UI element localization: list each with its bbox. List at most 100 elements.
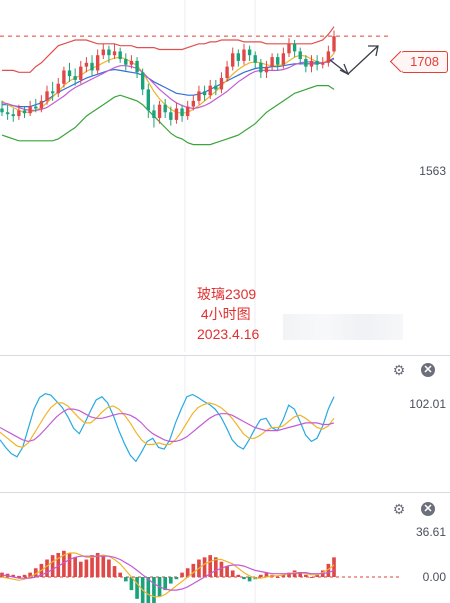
macd-bar (56, 552, 61, 577)
main-candlestick-pane[interactable]: 1708 1563 玻璃2309 4小时图 2023.4.16 (0, 0, 450, 352)
macd-bar (259, 574, 263, 577)
candle-body (326, 51, 331, 63)
y-tick-label: 0.00 (422, 570, 446, 584)
indicator-line (1, 58, 335, 112)
macd-bar (304, 574, 308, 577)
macd-bar (202, 557, 207, 577)
macd-bar (315, 574, 319, 577)
candle-body (157, 104, 162, 118)
candle-body (208, 85, 212, 96)
macd-bar (33, 568, 38, 577)
oscillator-line (0, 408, 335, 443)
macd-line (1, 555, 335, 591)
candle-body (253, 55, 257, 63)
candle-body (231, 53, 235, 67)
oscillator-chart (0, 356, 335, 491)
macd-bar (163, 577, 168, 591)
candle-body (124, 59, 128, 65)
macd-bar (275, 577, 280, 578)
macd-bar (208, 555, 213, 577)
gear-icon[interactable]: ⚙ (392, 501, 406, 517)
candle-body (214, 85, 218, 90)
forecast-arrowhead (339, 63, 350, 76)
candle-body (107, 49, 111, 56)
candle-body (163, 104, 167, 113)
macd-bar (95, 552, 100, 577)
macd-bar (90, 555, 94, 577)
macd-bar (174, 577, 179, 580)
candle-body (264, 66, 269, 73)
macd-bar (264, 572, 269, 577)
candle-body (236, 53, 241, 61)
macd-bar (78, 561, 83, 577)
candle-body (140, 72, 145, 90)
candle-body (152, 110, 156, 118)
candle-body (135, 60, 139, 73)
candle-body (95, 55, 100, 71)
candle-body (45, 91, 49, 101)
candle-body (129, 60, 134, 65)
candle-body (304, 59, 308, 67)
macd-bar (50, 555, 55, 577)
candle-body (169, 112, 173, 120)
macd-bar (73, 557, 77, 577)
gear-icon[interactable]: ⚙ (392, 362, 406, 378)
candle-body (101, 49, 105, 56)
macd-bar (287, 572, 291, 577)
candle-body (0, 108, 4, 113)
macd-bar (214, 557, 218, 577)
y-tick-label: 1563 (419, 164, 446, 178)
macd-bar (185, 568, 190, 577)
candle-body (197, 91, 201, 101)
macd-bar (281, 574, 286, 577)
indicator-line (2, 57, 335, 108)
macd-bar (107, 559, 111, 577)
candle-body (321, 62, 325, 65)
candlestick-chart (0, 0, 390, 352)
macd-bar (332, 557, 336, 577)
candle-body (332, 36, 336, 52)
candle-body (17, 110, 21, 117)
candle-body (11, 114, 15, 117)
y-tick-label: 102.01 (409, 397, 446, 411)
macd-bar (225, 566, 229, 577)
macd-bar (298, 572, 303, 577)
oscillator-pane[interactable]: ⚙ ✕ 102.01 (0, 355, 450, 491)
candle-body (202, 91, 207, 96)
annotation-line-1: 玻璃2309 (197, 286, 257, 302)
candle-body (315, 60, 319, 65)
candle-body (292, 43, 297, 52)
candle-body (56, 83, 60, 94)
macd-bar (219, 561, 224, 577)
candle-body (242, 49, 246, 61)
candle-body (247, 49, 252, 56)
blurred-watermark (283, 314, 403, 340)
macd-bar (236, 574, 241, 577)
macd-bar (326, 563, 331, 577)
candle-body (186, 106, 190, 117)
macd-pane[interactable]: ⚙ ✕ 36.61 0.00 (0, 492, 450, 603)
forecast-path (329, 45, 379, 75)
candle-body (309, 60, 314, 67)
macd-bar (168, 577, 173, 584)
macd-bar (180, 572, 184, 577)
close-icon[interactable]: ✕ (421, 363, 435, 377)
macd-bar (135, 577, 139, 599)
close-icon[interactable]: ✕ (421, 502, 435, 516)
candle-body (90, 62, 94, 71)
candle-body (73, 76, 77, 80)
macd-bar (11, 574, 16, 577)
candle-body (112, 51, 117, 56)
macd-bar (230, 570, 235, 577)
annotation-line-2: 4小时图 (197, 306, 251, 322)
candle-body (5, 112, 10, 115)
annotation-line-3: 2023.4.16 (197, 326, 260, 342)
candle-body (281, 53, 286, 65)
candle-body (180, 108, 184, 117)
candle-body (67, 70, 72, 77)
macd-bar (247, 577, 252, 582)
candle-body (62, 70, 66, 84)
candle-body (79, 66, 83, 80)
oscillator-line (0, 402, 335, 449)
macd-bar (17, 575, 21, 577)
